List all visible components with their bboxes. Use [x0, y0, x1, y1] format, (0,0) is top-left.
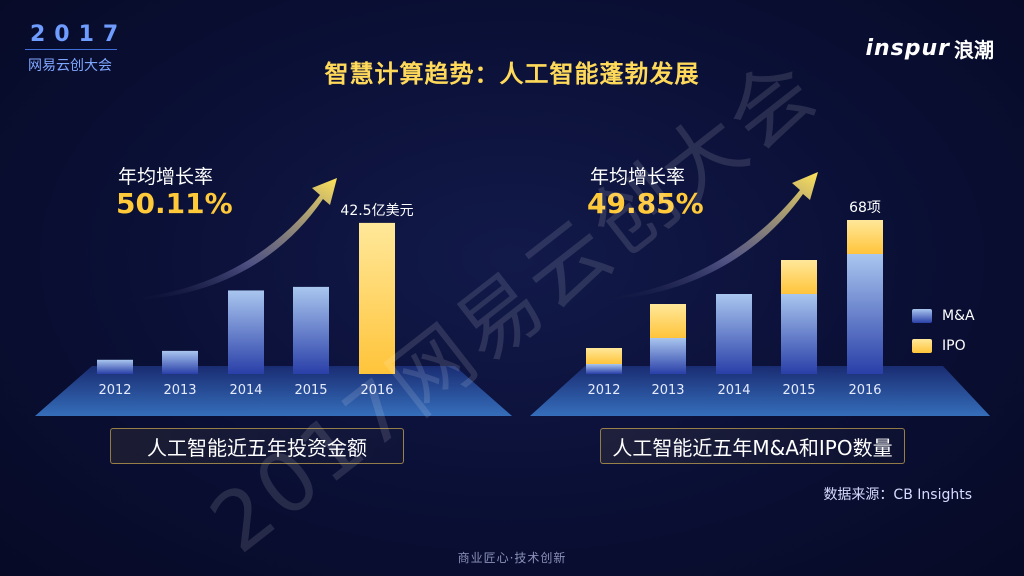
growth-label-right: 年均增长率 [590, 166, 686, 188]
trend-arrow-right [585, 172, 818, 301]
event-year: 2017 [30, 22, 128, 47]
bar-ipo-2013 [650, 304, 686, 338]
bar-mna-2014 [716, 294, 752, 374]
bar-investment-2012 [97, 359, 133, 374]
right-ticks-group: 2012 2013 2014 2015 2016 [587, 383, 881, 398]
tick-left-2012: 2012 [98, 383, 131, 398]
data-label-total-2016: 68项 [849, 200, 881, 216]
bar-investment-2014 [228, 290, 264, 374]
tick-right-2014: 2014 [717, 383, 750, 398]
tick-right-2015: 2015 [782, 383, 815, 398]
bar-mna-2012 [586, 364, 622, 374]
legend-label-ipo: IPO [942, 338, 966, 354]
bar-mna-2013 [650, 338, 686, 374]
data-labels-group: 42.5亿美元 68项 [340, 200, 881, 219]
bar-ipo-2012 [586, 348, 622, 364]
source-note: 数据来源：CB Insights [823, 487, 972, 503]
tick-left-2014: 2014 [229, 383, 262, 398]
caption-right: 人工智能近五年M&A和IPO数量 [600, 428, 905, 464]
caption-left: 人工智能近五年投资金额 [110, 428, 404, 464]
bar-mna-2016 [847, 254, 883, 374]
brand-logo-en: inspur [865, 36, 950, 61]
event-name: 网易云创大会 [28, 58, 112, 74]
chart-floor-left [35, 366, 512, 416]
brand-logo-cn: 浪潮 [954, 38, 994, 62]
left-ticks-group: 2012 2013 2014 2015 2016 [98, 383, 393, 398]
tick-right-2013: 2013 [651, 383, 684, 398]
data-label-investment-2016: 42.5亿美元 [340, 203, 413, 219]
bar-investment-2013 [162, 350, 198, 374]
bar-investment-2016 [359, 222, 395, 374]
growth-label-left: 年均增长率 [118, 166, 214, 188]
bar-ipo-2015 [781, 260, 817, 294]
legend-swatch-ipo [912, 339, 932, 353]
legend-label-mna: M&A [942, 308, 975, 324]
bar-mna-2015 [781, 294, 817, 374]
growth-value-right: 49.85% [587, 187, 704, 220]
tick-right-2016: 2016 [848, 383, 881, 398]
tick-right-2012: 2012 [587, 383, 620, 398]
right-bars-group [586, 220, 883, 374]
bar-investment-2015 [293, 286, 329, 374]
page-title: 智慧计算趋势：人工智能蓬勃发展 [324, 60, 700, 88]
tick-left-2016: 2016 [360, 383, 393, 398]
footer-slogan: 商业匠心·技术创新 [457, 551, 567, 565]
tick-left-2015: 2015 [294, 383, 327, 398]
chart-floor-right [530, 366, 990, 416]
brand-logo: inspur 浪潮 [865, 34, 994, 63]
tick-left-2013: 2013 [163, 383, 196, 398]
event-logo-divider [25, 49, 117, 50]
legend-item-mna: M&A [912, 308, 975, 324]
left-bars-group [97, 222, 395, 374]
bar-ipo-2016 [847, 220, 883, 254]
growth-value-left: 50.11% [116, 187, 233, 220]
legend-swatch-mna [912, 309, 932, 323]
trend-arrow-left [115, 178, 337, 301]
legend-item-ipo: IPO [912, 338, 966, 354]
